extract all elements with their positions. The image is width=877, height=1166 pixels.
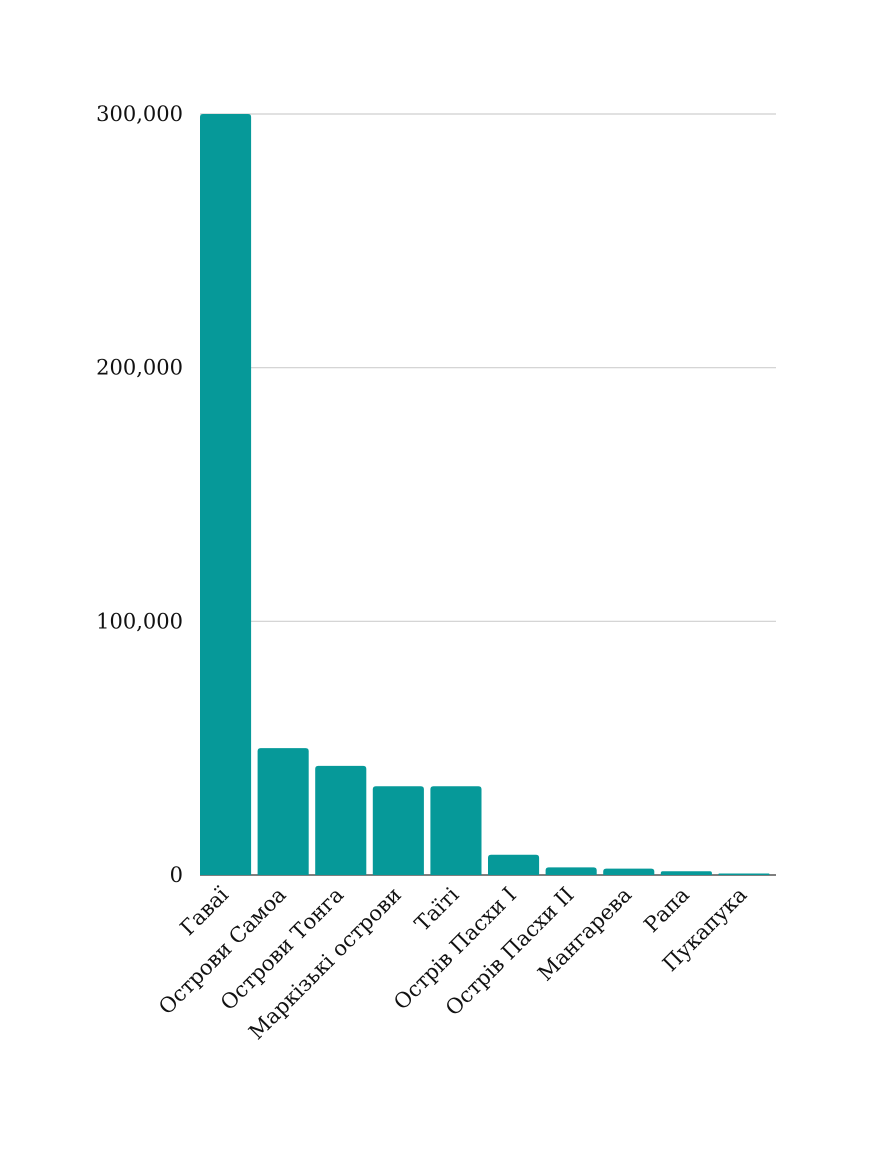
- bar: [488, 854, 540, 875]
- bar: [372, 786, 424, 875]
- bars: [200, 114, 770, 875]
- x-category-label: Таїті: [410, 882, 464, 936]
- bar: [315, 765, 367, 875]
- bar: [718, 873, 770, 875]
- bar: [430, 786, 482, 875]
- bar: [545, 867, 597, 875]
- bar: [603, 868, 655, 875]
- y-tick-label: 200,000: [96, 356, 183, 380]
- y-axis-tick-labels: 0 100,000 200,000 300,000: [96, 102, 183, 887]
- y-tick-label: 0: [170, 863, 183, 887]
- bar: [660, 871, 712, 875]
- bar: [257, 748, 309, 875]
- x-category-label: Рапа: [639, 883, 694, 938]
- y-tick-label: 100,000: [96, 609, 183, 633]
- bar: [200, 114, 252, 875]
- y-tick-label: 300,000: [96, 102, 183, 126]
